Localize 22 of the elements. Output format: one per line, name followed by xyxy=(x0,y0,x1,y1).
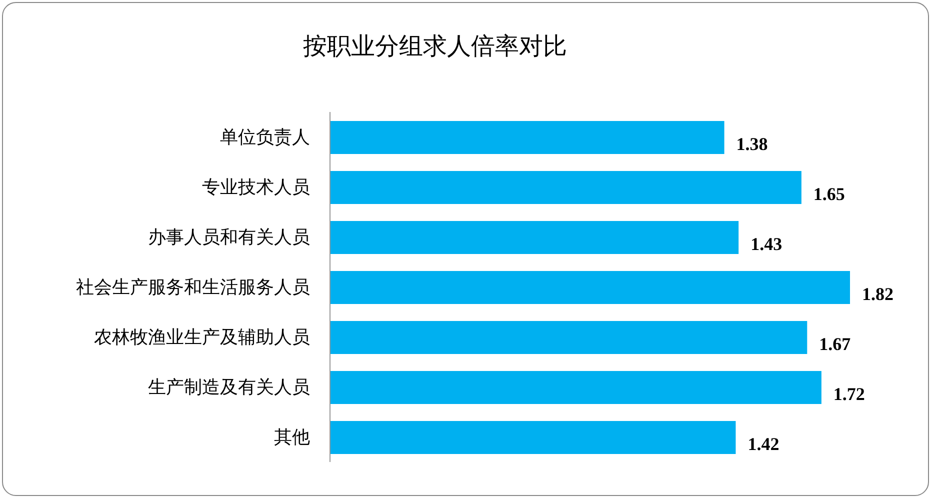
y-tick-label: 生产制造及有关人员 xyxy=(148,377,310,397)
chart-title: 按职业分组求人倍率对比 xyxy=(303,33,567,60)
y-tick-label: 办事人员和有关人员 xyxy=(148,227,310,247)
bar xyxy=(330,371,822,404)
y-tick-label: 其他 xyxy=(274,427,310,447)
data-label: 1.72 xyxy=(833,384,865,404)
y-tick-label: 单位负责人 xyxy=(220,127,310,147)
data-label: 1.67 xyxy=(819,334,851,354)
data-label: 1.82 xyxy=(862,284,894,304)
bar xyxy=(330,171,802,204)
bar xyxy=(330,121,724,154)
data-label: 1.65 xyxy=(813,184,845,204)
y-tick-label: 社会生产服务和生活服务人员 xyxy=(76,277,310,297)
bar xyxy=(330,421,736,454)
y-tick-label: 专业技术人员 xyxy=(202,177,310,197)
bar xyxy=(330,221,739,254)
data-label: 1.38 xyxy=(736,134,768,154)
bar xyxy=(330,321,808,354)
y-tick-label: 农林牧渔业生产及辅助人员 xyxy=(94,327,310,347)
bar xyxy=(330,271,850,304)
data-label: 1.42 xyxy=(748,434,780,454)
data-label: 1.43 xyxy=(750,234,782,254)
